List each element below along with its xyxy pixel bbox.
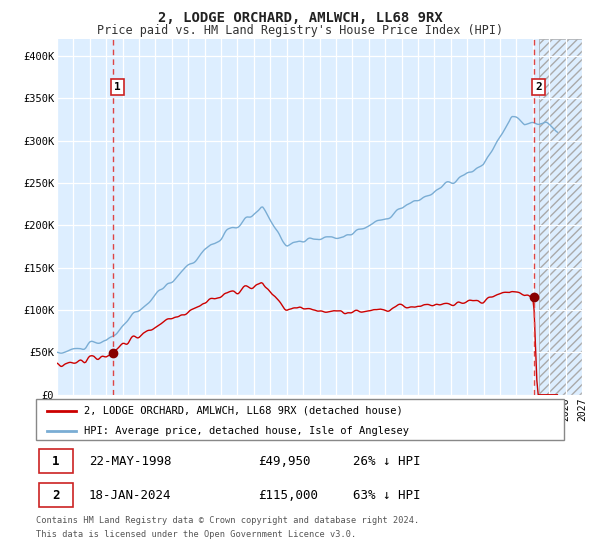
Text: 63% ↓ HPI: 63% ↓ HPI — [353, 489, 420, 502]
Text: £115,000: £115,000 — [258, 489, 318, 502]
Text: HPI: Average price, detached house, Isle of Anglesey: HPI: Average price, detached house, Isle… — [83, 426, 409, 436]
Text: £49,950: £49,950 — [258, 455, 310, 468]
Bar — [539, 39, 582, 395]
Bar — [539, 39, 582, 395]
Text: 2: 2 — [535, 82, 542, 92]
Text: 1: 1 — [52, 455, 59, 468]
Text: 2, LODGE ORCHARD, AMLWCH, LL68 9RX (detached house): 2, LODGE ORCHARD, AMLWCH, LL68 9RX (deta… — [83, 405, 402, 416]
Text: This data is licensed under the Open Government Licence v3.0.: This data is licensed under the Open Gov… — [36, 530, 356, 539]
Text: 1: 1 — [114, 82, 121, 92]
FancyBboxPatch shape — [36, 399, 564, 440]
Text: 2, LODGE ORCHARD, AMLWCH, LL68 9RX: 2, LODGE ORCHARD, AMLWCH, LL68 9RX — [158, 11, 442, 25]
Text: 18-JAN-2024: 18-JAN-2024 — [89, 489, 172, 502]
Text: Price paid vs. HM Land Registry's House Price Index (HPI): Price paid vs. HM Land Registry's House … — [97, 24, 503, 36]
Text: 2: 2 — [52, 489, 59, 502]
FancyBboxPatch shape — [38, 483, 73, 507]
FancyBboxPatch shape — [38, 449, 73, 473]
Text: 22-MAY-1998: 22-MAY-1998 — [89, 455, 172, 468]
Text: 26% ↓ HPI: 26% ↓ HPI — [353, 455, 420, 468]
Text: Contains HM Land Registry data © Crown copyright and database right 2024.: Contains HM Land Registry data © Crown c… — [36, 516, 419, 525]
